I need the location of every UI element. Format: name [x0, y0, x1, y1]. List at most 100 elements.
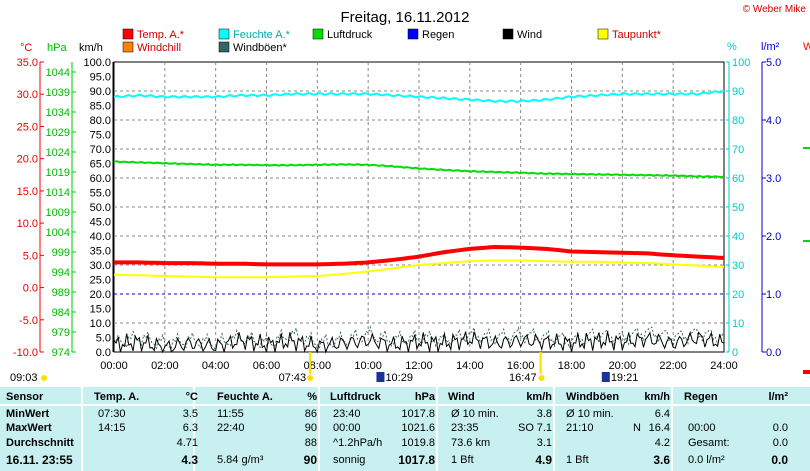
right-edge-temp-mark: [803, 370, 810, 374]
humidity-value: 86: [304, 408, 317, 420]
time-tick-label: 06:00: [253, 360, 281, 372]
moonrise-label: 10:29: [385, 372, 413, 384]
sunset-line: [539, 352, 542, 374]
time-tick-label: 24:00: [710, 360, 738, 372]
rain-info: 00:00: [688, 422, 716, 434]
table-header-divider: [0, 404, 810, 406]
temp-value: 3.5: [182, 408, 198, 420]
pressure-tick-label: 979: [52, 327, 70, 339]
pressure-tick-label: 1004: [46, 227, 70, 239]
rain-info: Gesamt:: [688, 437, 730, 449]
temp-unit-label: °C: [20, 42, 32, 54]
temp-tick-label: 35.0: [17, 57, 38, 69]
wind-direction: SO: [518, 422, 534, 434]
pressure-line: [113, 160, 725, 179]
wind-tick-label: 100.0: [83, 57, 111, 69]
time-tick-label: 12:00: [405, 360, 433, 372]
legend-swatch-1: [122, 28, 134, 40]
legend-swatch-2: [218, 28, 230, 40]
wind-value: 4.9: [535, 453, 552, 467]
wind-tick-label: 90.0: [90, 86, 111, 98]
gust-value: 3.6: [653, 453, 670, 467]
rain-unit-label: l/m²: [761, 41, 780, 53]
humidity-value: 90: [303, 453, 317, 467]
time-tick-label: 20:00: [609, 360, 637, 372]
right-edge-pressure-mark-2: [803, 147, 810, 149]
wind-tick-label: 85.0: [90, 101, 111, 113]
wind-tick-label: 20.0: [90, 289, 111, 301]
header-temp: Temp. A.: [94, 391, 140, 403]
time-tick-label: 10:00: [354, 360, 382, 372]
humidity-time: 5.84 g/m³: [217, 454, 264, 466]
table-divider: [436, 387, 438, 471]
time-tick-label: 18:00: [558, 360, 586, 372]
wind-unit-label: km/h: [79, 42, 103, 54]
wind-tick-label: 55.0: [90, 188, 111, 200]
pressure-tick-label: 1034: [46, 107, 70, 119]
series-group: [113, 89, 725, 354]
axes: °C hPa km/h% l/m² W 35.0 30.0 25.0 20.0 15.0 10.0 5…: [13, 41, 810, 372]
wind-tick-label: 35.0: [90, 246, 111, 258]
sun-icon: [41, 375, 47, 381]
humidity-tick-label: 90: [732, 86, 744, 98]
row-label: MinWert: [6, 408, 50, 420]
wind-info: 73.6 km: [451, 437, 491, 449]
humidity-tick-label: 20: [732, 289, 744, 301]
sunset-label: 16:47: [509, 372, 537, 384]
legend-swatch-6: [597, 28, 609, 40]
humidity-tick-label: 0: [732, 347, 738, 359]
pressure-tick-label: 984: [52, 307, 70, 319]
pressure-tick-label: 999: [52, 247, 70, 259]
legend-swatch-4: [407, 28, 419, 40]
header-pressure-unit: hPa: [414, 391, 435, 403]
wind-info: 23:35: [451, 422, 479, 434]
gust-info: Ø 10 min.: [566, 408, 614, 420]
wind-value: 3.1: [536, 437, 552, 449]
header-gust-unit: km/h: [644, 391, 670, 403]
rain-value: 0.0: [771, 453, 788, 467]
temp-value: 6.3: [182, 422, 198, 434]
time-tick-label: 16:00: [507, 360, 535, 372]
legend-label-1: Temp. A.*: [137, 29, 185, 41]
dewpoint-line: [113, 259, 725, 279]
gust-value: 6.4: [654, 408, 670, 420]
header-humidity: Feuchte A.: [217, 391, 273, 403]
grid: [113, 61, 725, 353]
rain-tick-label: 1.0: [766, 289, 781, 301]
rain-value: 0.0: [772, 437, 788, 449]
sunset-icon: [538, 375, 545, 381]
legend-label-3: Luftdruck: [327, 29, 373, 41]
table-divider: [318, 387, 320, 471]
wind-tick-label: 95.0: [90, 72, 111, 84]
header-pressure: Luftdruck: [330, 391, 381, 403]
pressure-value: 1017.8: [401, 408, 435, 420]
right-edge-label: W: [803, 41, 810, 53]
pressure-time: ^1.2hPa/h: [333, 437, 383, 449]
pressure-value: 1021.6: [401, 422, 435, 434]
temp-time: 07:30: [98, 408, 126, 420]
pressure-time: 00:00: [333, 422, 361, 434]
legend: Temp. A.* Feuchte A.* Luftdruck Regen Wind Ta…: [122, 28, 662, 54]
weather-chart: Freitag, 16.11.2012 © Weber Mike Temp. A…: [10, 4, 810, 384]
statistics-table: Sensor Temp. A. °C Feuchte A.% Luftdruck hPa W…: [0, 387, 810, 471]
pressure-tick-label: 1019: [46, 167, 70, 179]
wind-tick-label: 5.0: [96, 333, 111, 345]
humidity-time: 11:55: [217, 408, 244, 420]
header-sensor: Sensor: [6, 391, 44, 403]
sunrise-label: 07:43: [279, 372, 307, 384]
header-humidity-unit: %: [307, 391, 317, 403]
wind-line: [113, 330, 725, 354]
time-tick-label: 00:00: [100, 360, 128, 372]
pressure-value: 1019.8: [401, 437, 435, 449]
moonrise-icon: [376, 372, 385, 382]
moonset-icon: [601, 372, 610, 382]
temp-tick-label: 5.0: [23, 250, 38, 262]
temp-time: 14:15: [98, 422, 126, 434]
humidity-tick-label: 70: [732, 144, 744, 156]
rain-tick-label: 3.0: [766, 173, 781, 185]
humidity-tick-label: 60: [732, 173, 744, 185]
row-label: 16.11. 23:55: [6, 453, 73, 467]
sunrise-icon: [307, 375, 314, 381]
gust-info: 1 Bft: [566, 454, 589, 466]
row-label: Durchschnitt: [6, 437, 74, 449]
